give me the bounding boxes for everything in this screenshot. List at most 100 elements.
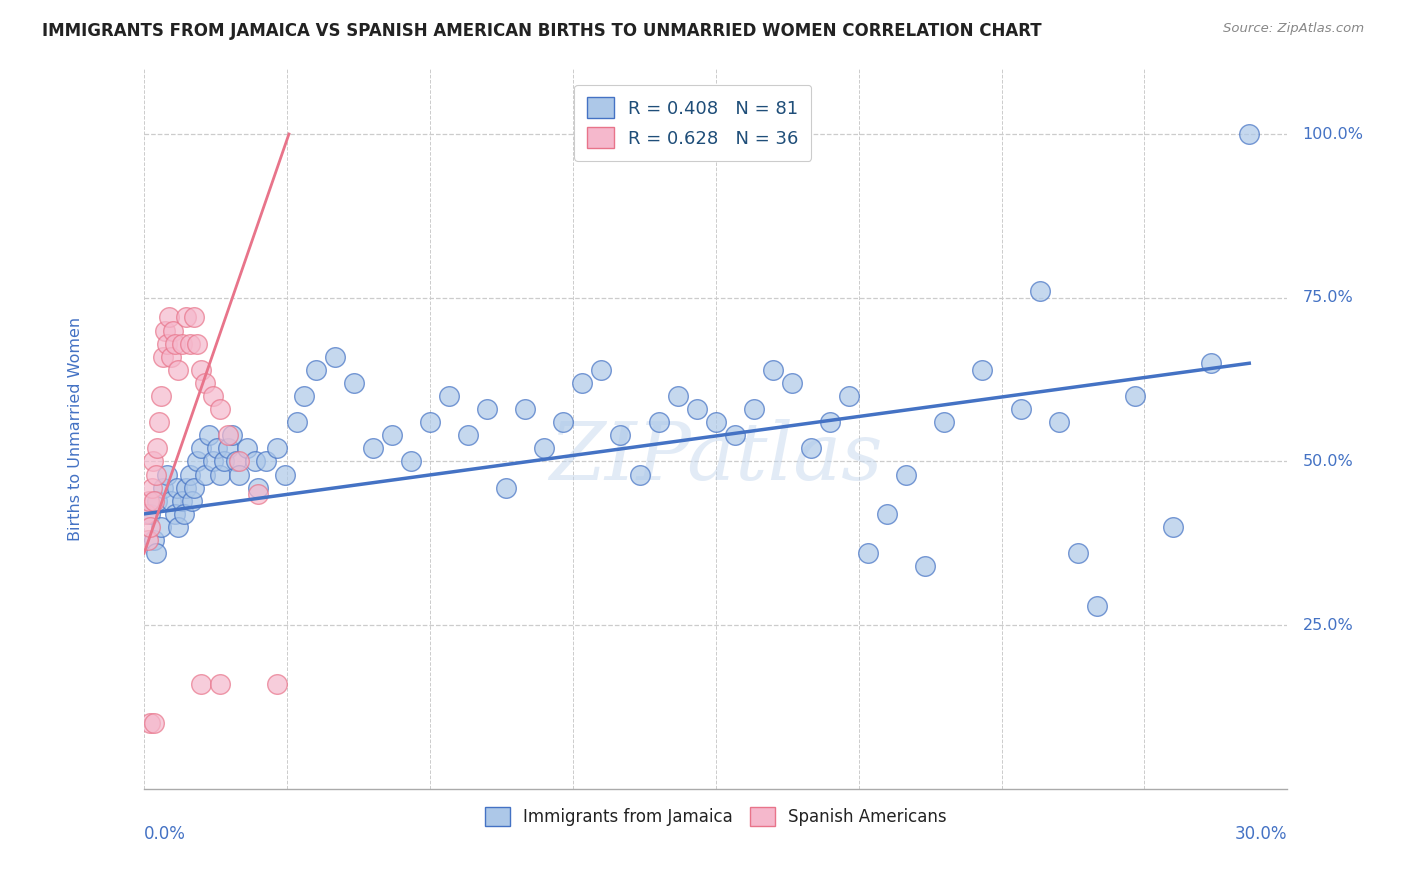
Text: IMMIGRANTS FROM JAMAICA VS SPANISH AMERICAN BIRTHS TO UNMARRIED WOMEN CORRELATIO: IMMIGRANTS FROM JAMAICA VS SPANISH AMERI… — [42, 22, 1042, 40]
Point — [292, 389, 315, 403]
Point — [914, 559, 936, 574]
Point — [157, 310, 180, 325]
Point — [266, 442, 288, 456]
Point — [163, 336, 186, 351]
Text: Source: ZipAtlas.com: Source: ZipAtlas.com — [1223, 22, 1364, 36]
Point — [228, 467, 250, 482]
Point — [183, 481, 205, 495]
Point — [180, 493, 202, 508]
Point — [1085, 599, 1108, 613]
Point — [153, 324, 176, 338]
Text: 75.0%: 75.0% — [1302, 290, 1354, 305]
Point — [190, 363, 212, 377]
Point — [495, 481, 517, 495]
Point — [209, 402, 232, 417]
Point — [217, 428, 239, 442]
Point — [167, 363, 190, 377]
Point — [475, 402, 498, 417]
Point — [236, 442, 259, 456]
Point — [142, 716, 165, 731]
Point — [1123, 389, 1146, 403]
Point — [174, 481, 197, 495]
Point — [437, 389, 460, 403]
Text: 50.0%: 50.0% — [1302, 454, 1354, 469]
Legend: Immigrants from Jamaica, Spanish Americans: Immigrants from Jamaica, Spanish America… — [477, 798, 955, 835]
Text: 25.0%: 25.0% — [1302, 618, 1354, 632]
Text: Births to Unmarried Women: Births to Unmarried Women — [67, 317, 83, 541]
Point — [139, 507, 162, 521]
Point — [198, 428, 221, 442]
Point — [152, 350, 174, 364]
Point — [457, 428, 479, 442]
Point — [179, 336, 201, 351]
Point — [285, 415, 308, 429]
Point — [876, 507, 898, 521]
Point — [762, 363, 785, 377]
Text: 100.0%: 100.0% — [1302, 127, 1364, 142]
Point — [167, 520, 190, 534]
Point — [972, 363, 994, 377]
Point — [266, 677, 288, 691]
Point — [186, 454, 208, 468]
Point — [194, 376, 217, 390]
Point — [212, 454, 235, 468]
Point — [323, 350, 346, 364]
Point — [419, 415, 441, 429]
Point — [209, 677, 232, 691]
Point — [591, 363, 613, 377]
Point — [150, 520, 173, 534]
Point — [571, 376, 593, 390]
Point — [163, 507, 186, 521]
Point — [209, 467, 232, 482]
Point — [254, 454, 277, 468]
Point — [515, 402, 537, 417]
Point — [399, 454, 422, 468]
Point — [159, 350, 181, 364]
Point — [138, 493, 160, 508]
Point — [166, 481, 188, 495]
Point — [818, 415, 841, 429]
Point — [225, 454, 247, 468]
Point — [173, 507, 195, 521]
Point — [190, 442, 212, 456]
Text: ZIPatlas: ZIPatlas — [548, 419, 883, 496]
Point — [201, 454, 224, 468]
Point — [172, 336, 194, 351]
Point — [856, 546, 879, 560]
Point — [343, 376, 366, 390]
Point — [136, 533, 159, 547]
Point — [274, 467, 297, 482]
Point — [1067, 546, 1090, 560]
Point — [150, 389, 173, 403]
Point — [934, 415, 956, 429]
Point — [243, 454, 266, 468]
Point — [609, 428, 631, 442]
Text: 30.0%: 30.0% — [1234, 825, 1288, 843]
Point — [686, 402, 709, 417]
Point — [205, 442, 228, 456]
Point — [145, 467, 167, 482]
Point — [533, 442, 555, 456]
Point — [780, 376, 803, 390]
Point — [162, 324, 184, 338]
Point — [647, 415, 669, 429]
Point — [247, 487, 270, 501]
Point — [186, 336, 208, 351]
Point — [304, 363, 326, 377]
Point — [179, 467, 201, 482]
Point — [724, 428, 747, 442]
Point — [217, 442, 239, 456]
Point — [1010, 402, 1032, 417]
Point — [174, 310, 197, 325]
Point — [247, 481, 270, 495]
Point — [156, 467, 179, 482]
Point — [146, 493, 169, 508]
Point — [190, 677, 212, 691]
Point — [628, 467, 651, 482]
Point — [1028, 284, 1050, 298]
Point — [742, 402, 765, 417]
Point — [666, 389, 689, 403]
Point — [145, 546, 167, 560]
Point — [141, 481, 163, 495]
Point — [838, 389, 860, 403]
